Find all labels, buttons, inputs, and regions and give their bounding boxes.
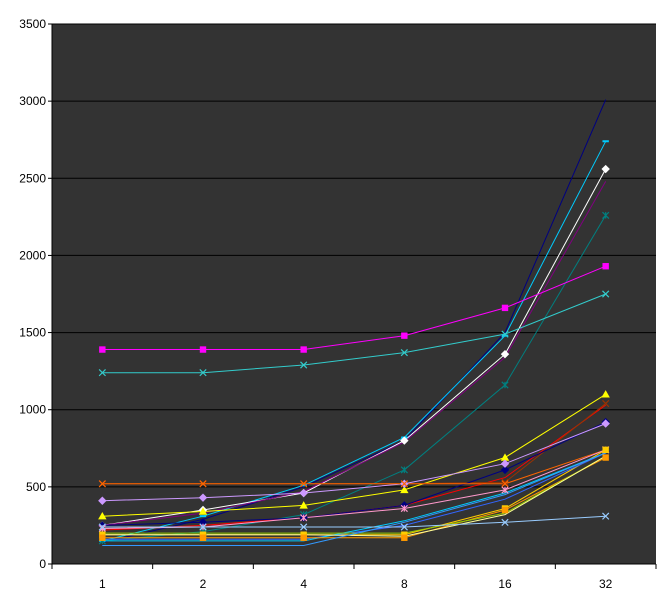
data-point	[199, 480, 207, 488]
series-line	[102, 449, 606, 485]
series-markers	[98, 140, 610, 545]
y-tick-label: 500	[26, 480, 46, 494]
data-point	[602, 454, 609, 461]
series-line	[102, 452, 606, 546]
x-tick-label: 8	[401, 577, 408, 591]
data-point	[198, 493, 208, 502]
x-tick-label: 32	[599, 577, 613, 591]
series-line	[102, 455, 606, 537]
series-line	[102, 181, 607, 526]
data-point	[601, 419, 610, 428]
series-line	[102, 515, 606, 528]
data-point	[198, 518, 208, 527]
data-point	[501, 304, 509, 312]
data-point	[299, 488, 308, 498]
y-tick-label: 3000	[19, 94, 46, 108]
data-point	[601, 390, 610, 398]
series-line	[102, 393, 606, 517]
data-point	[602, 446, 609, 454]
y-tick-label: 1500	[19, 326, 46, 340]
data-point	[400, 485, 409, 494]
data-point	[98, 496, 107, 505]
data-point	[501, 480, 509, 488]
data-point	[501, 518, 509, 526]
series-line	[102, 421, 606, 526]
series-line	[102, 423, 606, 502]
series-line	[102, 452, 606, 542]
data-point	[401, 534, 408, 541]
data-point	[300, 514, 308, 522]
series-lines	[102, 99, 607, 546]
series-line	[102, 265, 606, 350]
data-point	[400, 466, 408, 474]
series-line	[102, 141, 607, 542]
data-point	[299, 501, 308, 509]
data-point	[400, 504, 408, 513]
y-tick-label: 1000	[19, 403, 46, 417]
data-point	[199, 523, 207, 531]
data-point	[500, 453, 510, 461]
data-point	[300, 480, 308, 488]
x-tick-label: 2	[200, 577, 207, 591]
data-point	[400, 436, 409, 445]
data-point	[199, 369, 207, 377]
y-tick-label: 2000	[19, 248, 46, 262]
series-line	[102, 455, 606, 534]
data-point	[199, 346, 207, 353]
data-point	[199, 534, 207, 541]
data-point	[99, 534, 106, 541]
x-tick-labels: 1 2 4 8 16 32	[99, 577, 613, 591]
series-line	[102, 457, 606, 539]
gridlines	[52, 23, 656, 488]
data-point	[602, 263, 609, 270]
data-point	[501, 486, 509, 494]
data-point	[501, 381, 509, 389]
x-tick-label: 4	[300, 577, 307, 591]
data-point	[98, 511, 107, 520]
data-point	[500, 459, 510, 468]
series-line	[102, 293, 606, 374]
series-line	[102, 452, 606, 540]
data-point	[98, 369, 106, 377]
data-point	[602, 290, 610, 298]
data-point	[501, 330, 509, 338]
data-point	[602, 399, 610, 408]
data-point	[401, 332, 408, 339]
data-point	[501, 506, 509, 514]
data-point	[98, 480, 106, 488]
data-point	[98, 523, 106, 531]
data-point	[400, 480, 408, 488]
data-point	[500, 465, 510, 475]
x-tick-label: 16	[498, 577, 512, 591]
data-point	[602, 211, 610, 219]
data-point	[501, 478, 509, 486]
axes	[48, 23, 657, 569]
y-tick-label: 2500	[19, 171, 46, 185]
data-point	[500, 349, 510, 359]
plot-area	[52, 24, 656, 564]
data-point	[400, 523, 408, 531]
data-point	[300, 346, 307, 353]
y-tick-label: 3500	[19, 17, 46, 31]
y-tick-labels: 0 500 1000 1500 2000 2500 3000 3500	[19, 17, 46, 571]
data-point	[300, 534, 307, 541]
data-point	[602, 512, 610, 520]
data-point	[400, 349, 408, 357]
data-point	[300, 523, 308, 531]
x-tick-label: 1	[99, 577, 106, 591]
data-point	[300, 361, 308, 369]
data-point	[601, 164, 610, 174]
data-point	[198, 507, 208, 515]
y-tick-label: 0	[39, 557, 46, 571]
data-point	[99, 346, 106, 353]
